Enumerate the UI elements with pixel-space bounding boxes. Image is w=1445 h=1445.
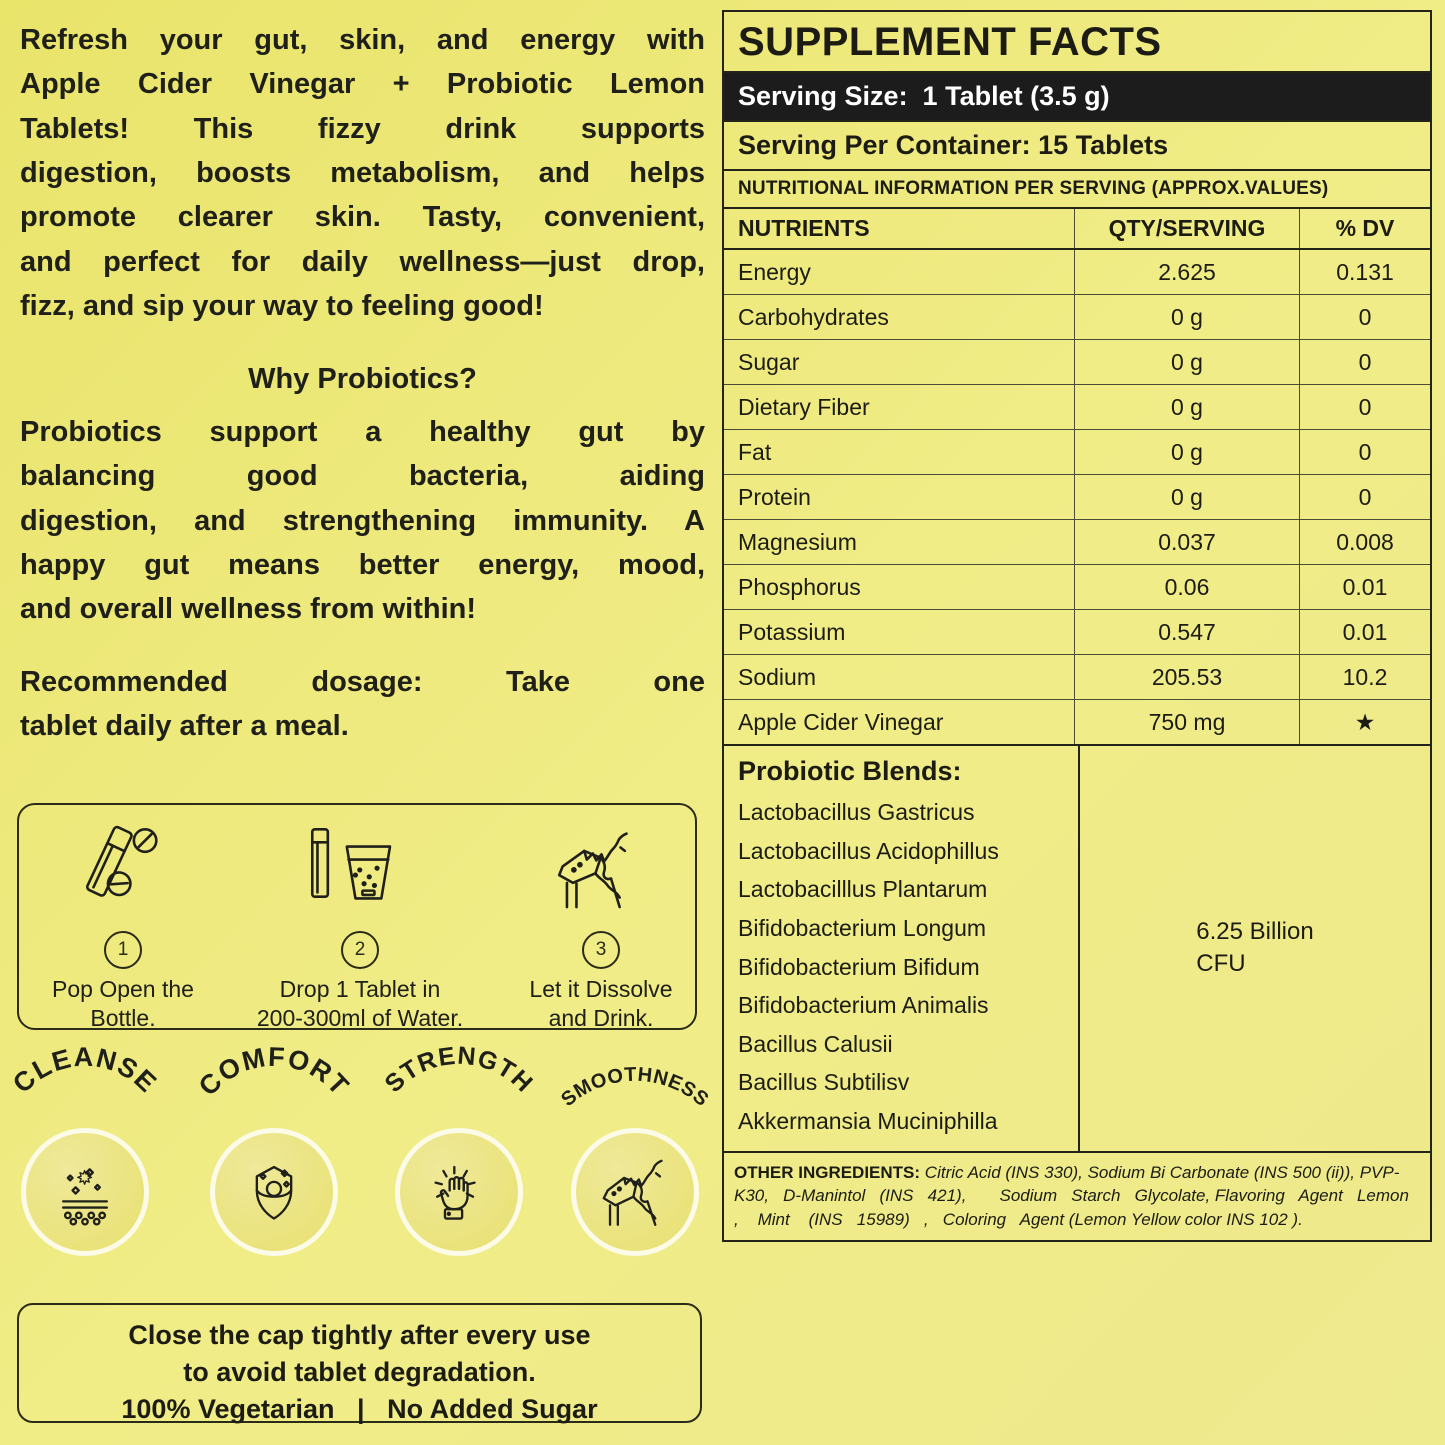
svg-text:CLEANSE: CLEANSE (7, 1042, 163, 1099)
svg-text:STRENGTH: STRENGTH (379, 1042, 538, 1098)
svg-text:SMOOTHNESS: SMOOTHNESS (557, 1064, 713, 1111)
svg-text:COMFORT: COMFORT (193, 1042, 355, 1102)
